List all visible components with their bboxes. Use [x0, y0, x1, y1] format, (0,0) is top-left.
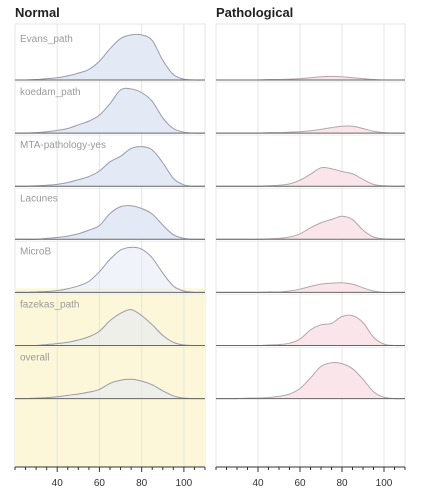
density-area — [216, 282, 405, 293]
row-label-koedam-path: koedam_path — [20, 87, 81, 98]
series-pathological-lacunes — [216, 215, 406, 240]
density-line — [14, 33, 206, 81]
highlight-band — [15, 288, 205, 467]
density-area — [15, 205, 205, 240]
x-tick-label-80: 80 — [336, 478, 348, 489]
row-label-lacunes: Lacunes — [20, 193, 58, 204]
density-area — [15, 309, 205, 346]
row-separators — [15, 81, 205, 348]
series-pathological-koedam-path — [216, 125, 406, 134]
density-line — [14, 146, 206, 187]
series-normal-evans-path — [14, 33, 206, 81]
series-pathological-overall — [216, 362, 406, 400]
density-area — [15, 247, 205, 293]
row-label-overall: overall — [20, 353, 49, 364]
x-tick-label-60: 60 — [294, 478, 306, 489]
x-axis: 40 60 80 100 — [215, 466, 406, 489]
series-normal-mta-pathology-yes — [14, 146, 206, 187]
series-normal-microb — [14, 246, 206, 294]
x-tick-label-100: 100 — [176, 478, 193, 489]
row-label-evans-path: Evans_path — [20, 34, 73, 45]
density-area — [216, 167, 405, 187]
density-line — [15, 205, 206, 240]
series-normal-fazekas-path — [15, 309, 206, 347]
x-tick-label-80: 80 — [136, 478, 148, 489]
panel-title-normal: Normal — [15, 5, 60, 20]
density-area — [15, 146, 205, 187]
panel-pathological: 40 60 80 100 — [215, 23, 406, 489]
series-normal-overall — [14, 378, 206, 400]
series-pathological-fazekas-path — [216, 314, 406, 347]
density-area — [216, 362, 405, 399]
x-axis: 40 60 80 100 — [14, 466, 206, 489]
series-pathological-evans-path — [215, 75, 405, 81]
x-tick-label-60: 60 — [94, 478, 106, 489]
panel-title-pathological: Pathological — [216, 5, 293, 20]
panel-normal: Evans_path koedam_path MTA-pathology-yes La… — [14, 23, 206, 489]
row-separators — [216, 81, 405, 348]
density-area — [216, 125, 405, 134]
density-line — [14, 87, 206, 134]
x-tick-label-100: 100 — [376, 478, 393, 489]
x-tick-label-40: 40 — [52, 478, 64, 489]
density-line — [14, 246, 206, 294]
density-area — [15, 88, 205, 134]
panel-titles: Normal Pathological — [15, 5, 293, 20]
row-label-microb: MicroB — [20, 246, 51, 257]
row-label-fazekas-path: fazekas_path — [20, 300, 80, 311]
density-line — [15, 309, 206, 347]
density-line — [14, 378, 206, 400]
x-tick-label-40: 40 — [252, 478, 264, 489]
density-area — [15, 379, 205, 399]
series-pathological-mta-pathology-yes — [216, 166, 406, 187]
series-pathological-microb — [216, 282, 405, 294]
density-area — [15, 34, 205, 81]
series-normal-koedam-path — [14, 87, 206, 134]
panel-frame — [215, 23, 406, 468]
series-normal-lacunes — [15, 205, 206, 240]
row-label-mta-pathology-yes: MTA-pathology-yes — [20, 140, 106, 151]
